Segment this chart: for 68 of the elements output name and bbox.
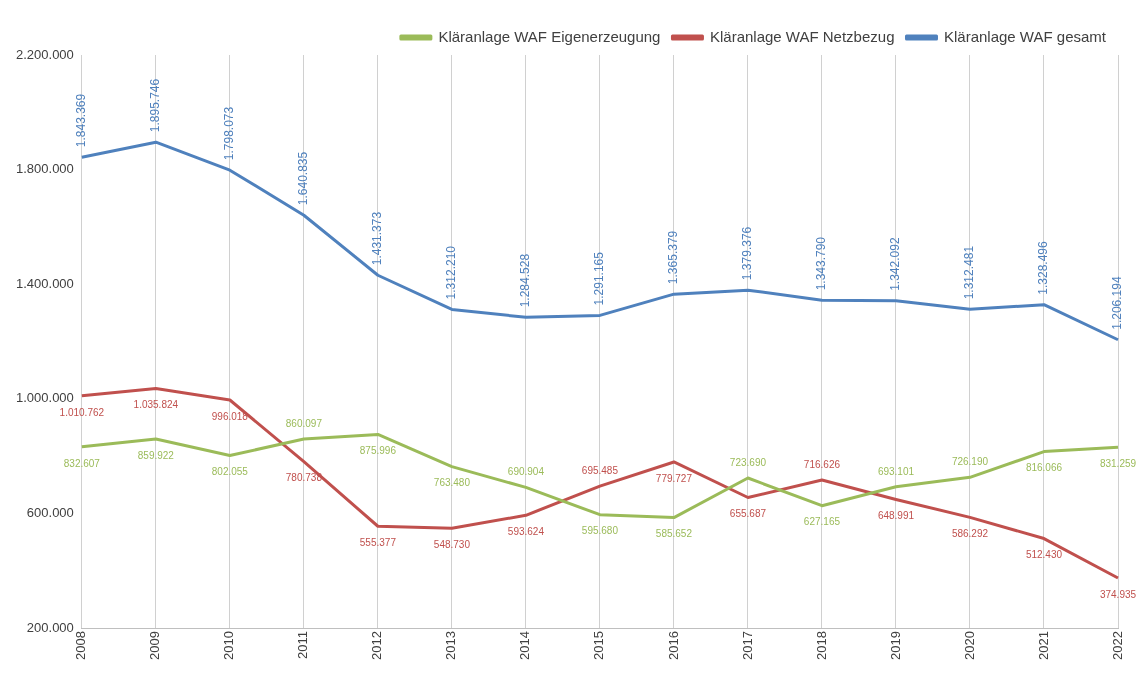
x-tick-label: 2017 xyxy=(739,631,755,660)
data-label: 512.430 xyxy=(1025,549,1063,561)
data-label: 374.935 xyxy=(1099,588,1137,600)
data-label: 655.687 xyxy=(729,508,767,520)
data-label: 860.097 xyxy=(285,417,323,429)
x-tick-label: 2015 xyxy=(591,631,607,660)
data-label: 859.922 xyxy=(137,449,175,461)
data-label: 548.730 xyxy=(433,538,471,550)
data-label: 1.343.790 xyxy=(814,236,829,291)
x-tick-label: 2021 xyxy=(1035,631,1051,660)
data-label: 832.607 xyxy=(63,457,101,469)
data-label: 1.284.528 xyxy=(518,253,533,308)
legend-label: Kläranlage WAF Netzbezug xyxy=(709,27,895,45)
data-label: 1.843.369 xyxy=(74,93,89,148)
data-label: 763.480 xyxy=(433,477,471,489)
data-label: 831.259 xyxy=(1099,457,1137,469)
x-tick-label: 2008 xyxy=(73,631,89,660)
data-label: 723.690 xyxy=(729,456,767,468)
y-tick-label: 2.200.000 xyxy=(15,46,74,62)
data-label: 1.640.835 xyxy=(296,151,311,206)
data-label: 1.342.092 xyxy=(888,237,903,291)
data-label: 1.291.165 xyxy=(592,251,607,306)
data-label: 779.727 xyxy=(655,472,693,484)
data-label: 1.206.194 xyxy=(1110,276,1125,330)
data-label: 875.996 xyxy=(359,445,397,457)
data-label: 726.190 xyxy=(951,456,989,468)
data-label: 627.165 xyxy=(803,516,841,528)
data-label: 1.895.746 xyxy=(148,78,163,133)
y-tick-label: 1.400.000 xyxy=(15,275,74,291)
data-label: 816.066 xyxy=(1025,462,1063,474)
data-label: 1.798.073 xyxy=(222,106,237,161)
data-label: 585.652 xyxy=(655,528,693,540)
y-tick-label: 200.000 xyxy=(26,619,74,635)
data-label: 693.101 xyxy=(877,465,915,477)
data-label: 1.312.481 xyxy=(962,245,977,300)
data-label: 716.626 xyxy=(803,458,841,470)
data-label: 996.018 xyxy=(211,410,249,422)
x-tick-label: 2022 xyxy=(1109,631,1125,660)
data-label: 1.010.762 xyxy=(59,406,105,418)
x-tick-label: 2012 xyxy=(369,631,385,660)
legend-label: Kläranlage WAF Eigenerzeugung xyxy=(438,27,661,45)
y-tick-label: 600.000 xyxy=(26,505,74,521)
data-label: 690.904 xyxy=(507,466,545,478)
data-label: 1.431.373 xyxy=(370,211,385,266)
x-tick-label: 2014 xyxy=(517,631,533,660)
data-label: 586.292 xyxy=(951,528,989,540)
data-label: 1.379.376 xyxy=(740,226,755,281)
data-label: 648.991 xyxy=(877,510,915,522)
data-label: 595.680 xyxy=(581,525,619,537)
data-label: 593.624 xyxy=(507,526,545,538)
x-tick-label: 2009 xyxy=(147,631,163,660)
x-tick-label: 2019 xyxy=(887,631,903,660)
data-label: 555.377 xyxy=(359,537,397,548)
data-label: 802.055 xyxy=(211,466,249,478)
data-label: 1.365.379 xyxy=(666,230,681,285)
data-label: 1.312.210 xyxy=(444,245,459,300)
y-tick-label: 1.800.000 xyxy=(15,161,74,177)
x-tick-label: 2016 xyxy=(665,631,681,660)
x-tick-label: 2013 xyxy=(443,631,459,660)
x-tick-label: 2010 xyxy=(221,631,237,660)
y-tick-label: 1.000.000 xyxy=(15,390,74,406)
x-tick-label: 2020 xyxy=(961,631,977,660)
data-label: 1.035.824 xyxy=(133,399,179,411)
x-tick-label: 2011 xyxy=(295,631,311,660)
data-label: 695.485 xyxy=(581,464,619,476)
legend-label: Kläranlage WAF gesamt xyxy=(943,27,1107,45)
data-label: 1.328.496 xyxy=(1036,241,1051,295)
x-tick-label: 2018 xyxy=(813,631,829,660)
